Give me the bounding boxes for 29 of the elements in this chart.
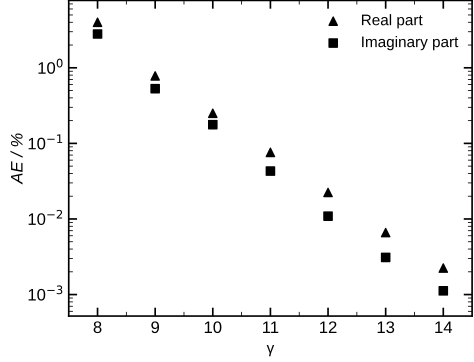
point [323, 211, 333, 221]
point [92, 29, 102, 39]
point [150, 71, 160, 81]
x-tick-label: 12 [320, 321, 336, 333]
point [150, 84, 160, 94]
y-axis-title: AE / % [10, 133, 23, 184]
x-axis-title: γ [266, 344, 274, 356]
x-tick-label: 13 [378, 321, 394, 334]
x-tick-label: 9 [151, 321, 160, 334]
point [438, 286, 448, 296]
x-tick-label: 11 [263, 322, 278, 333]
y-tick-label: 10$^{0}$ [38, 58, 63, 74]
point [323, 188, 333, 198]
y-tick-label: 10$^{−2}$ [28, 210, 62, 226]
y-tick-label: 10$^{−1}$ [28, 134, 62, 150]
x-tick-label: 14 [435, 322, 452, 333]
legend-label: Imaginary part [362, 36, 458, 50]
legend-label: Real part [362, 14, 423, 28]
y-tick-label: 10$^{−3}$ [28, 285, 62, 301]
point [92, 17, 102, 28]
x-tick-label: 10 [204, 321, 222, 334]
point [380, 228, 390, 238]
point [266, 148, 276, 158]
point [208, 120, 218, 130]
point [266, 166, 276, 176]
point [208, 108, 218, 118]
x-tick-label: 8 [94, 321, 102, 334]
point [380, 252, 390, 262]
point [438, 263, 448, 273]
